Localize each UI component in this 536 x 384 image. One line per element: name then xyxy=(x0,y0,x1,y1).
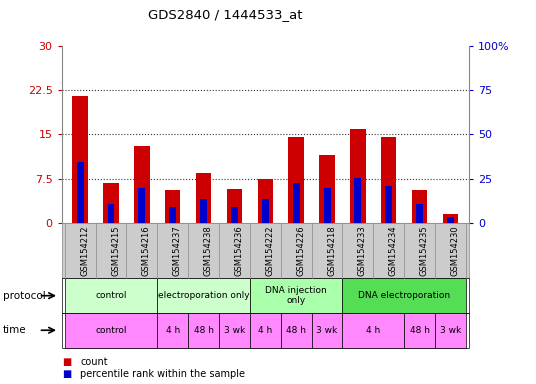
Text: GSM154233: GSM154233 xyxy=(358,225,367,276)
Bar xyxy=(319,155,335,223)
Text: 4 h: 4 h xyxy=(366,326,381,335)
Bar xyxy=(324,188,331,223)
Bar xyxy=(165,190,181,223)
Text: GSM154222: GSM154222 xyxy=(265,225,274,276)
Text: 48 h: 48 h xyxy=(410,326,430,335)
Bar xyxy=(385,185,392,223)
Bar xyxy=(231,207,238,223)
Text: GSM154215: GSM154215 xyxy=(111,225,120,276)
Bar xyxy=(138,188,145,223)
Bar xyxy=(262,199,269,223)
Bar xyxy=(169,207,176,223)
Bar xyxy=(134,146,150,223)
Bar xyxy=(196,173,211,223)
Text: control: control xyxy=(95,326,127,335)
Text: GSM154235: GSM154235 xyxy=(420,225,429,276)
Text: GSM154230: GSM154230 xyxy=(450,225,459,276)
Text: electroporation only: electroporation only xyxy=(158,291,249,300)
Text: 4 h: 4 h xyxy=(258,326,272,335)
Bar xyxy=(258,179,273,223)
Text: 48 h: 48 h xyxy=(193,326,214,335)
Text: protocol: protocol xyxy=(3,291,46,301)
Text: GSM154234: GSM154234 xyxy=(389,225,398,276)
Text: 3 wk: 3 wk xyxy=(316,326,338,335)
Text: GSM154237: GSM154237 xyxy=(173,225,182,276)
Bar xyxy=(77,162,84,223)
Bar xyxy=(350,129,366,223)
Bar xyxy=(412,190,427,223)
Text: 3 wk: 3 wk xyxy=(224,326,245,335)
Bar xyxy=(103,183,119,223)
Text: 4 h: 4 h xyxy=(166,326,180,335)
Bar xyxy=(381,137,397,223)
Bar xyxy=(200,199,207,223)
Text: time: time xyxy=(3,325,26,335)
Text: 48 h: 48 h xyxy=(286,326,306,335)
Bar xyxy=(227,189,242,223)
Bar xyxy=(354,178,361,223)
Text: GSM154238: GSM154238 xyxy=(204,225,213,276)
Bar xyxy=(293,183,300,223)
Bar xyxy=(108,204,115,223)
Text: GSM154218: GSM154218 xyxy=(327,225,336,276)
Text: GSM154226: GSM154226 xyxy=(296,225,305,276)
Bar xyxy=(72,96,88,223)
Text: ■: ■ xyxy=(62,357,71,367)
Text: control: control xyxy=(95,291,127,300)
Text: 3 wk: 3 wk xyxy=(440,326,461,335)
Bar xyxy=(443,214,458,223)
Text: GSM154212: GSM154212 xyxy=(80,225,89,276)
Bar xyxy=(416,204,423,223)
Text: GSM154216: GSM154216 xyxy=(142,225,151,276)
Text: ■: ■ xyxy=(62,369,71,379)
Text: percentile rank within the sample: percentile rank within the sample xyxy=(80,369,245,379)
Text: DNA injection
only: DNA injection only xyxy=(265,286,327,305)
Text: count: count xyxy=(80,357,108,367)
Text: GDS2840 / 1444533_at: GDS2840 / 1444533_at xyxy=(148,8,302,21)
Text: DNA electroporation: DNA electroporation xyxy=(358,291,450,300)
Bar xyxy=(447,217,454,223)
Text: GSM154236: GSM154236 xyxy=(234,225,243,276)
Bar xyxy=(288,137,304,223)
